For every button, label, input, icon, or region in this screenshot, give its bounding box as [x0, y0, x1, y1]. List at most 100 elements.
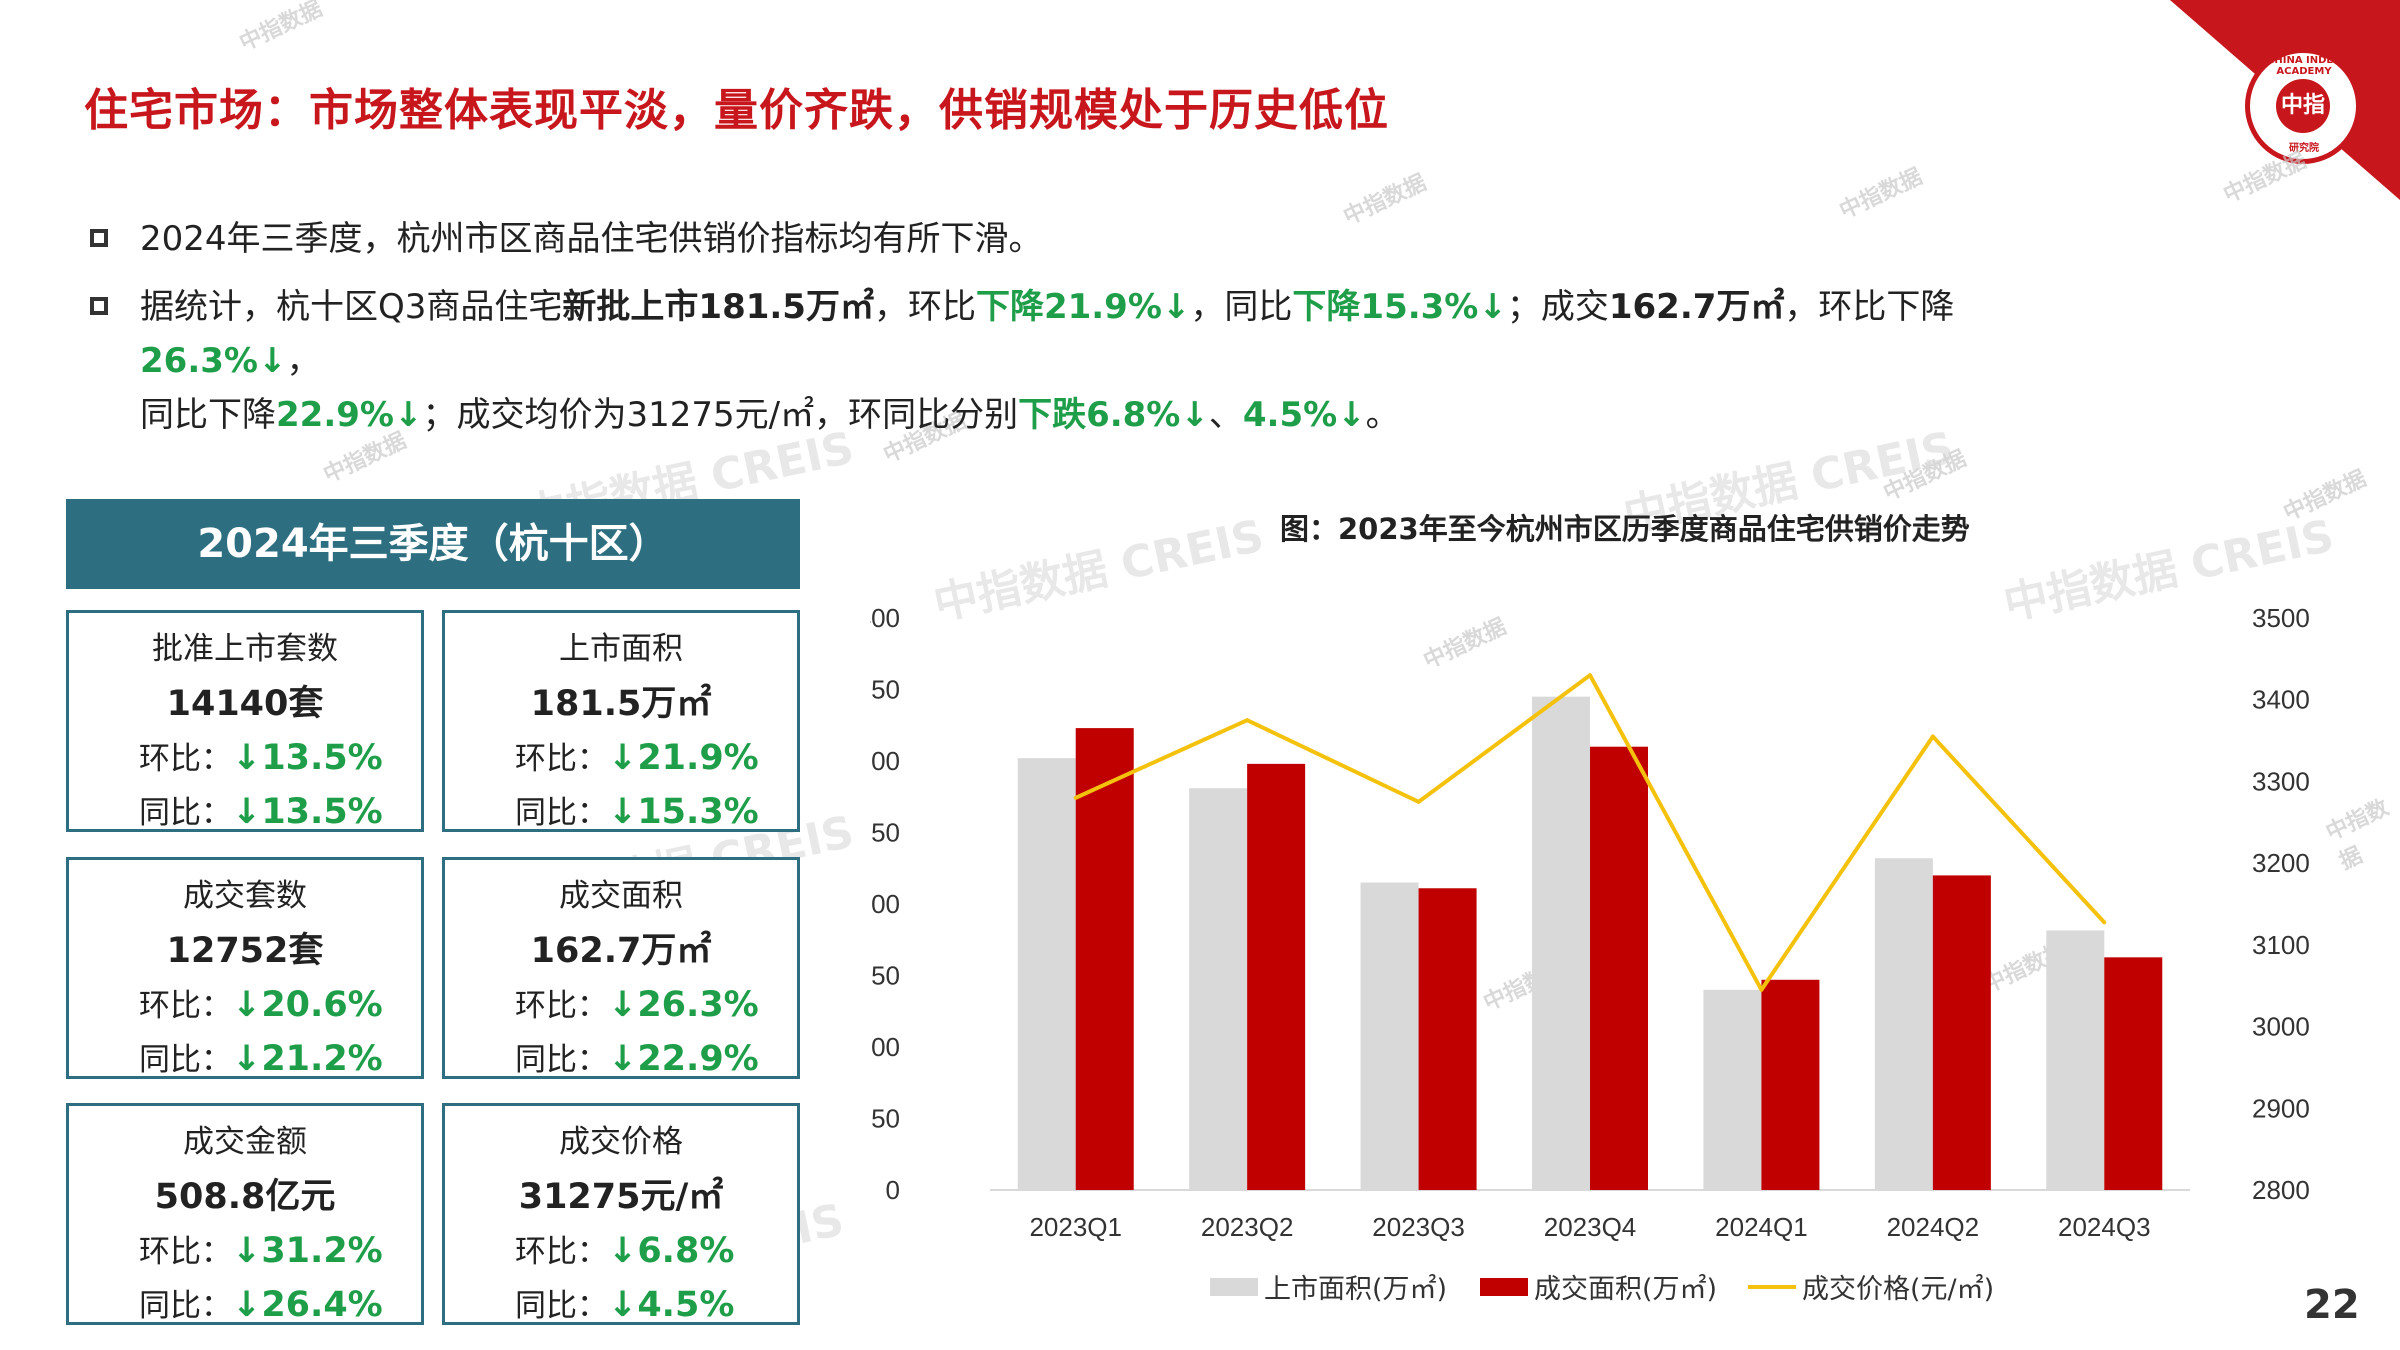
kpi-yoy-label: 同比：: [515, 795, 608, 831]
kpi-mom-label: 环比：: [515, 988, 608, 1024]
kpi-mom-value: ↓20.6%: [232, 985, 383, 1025]
y-left-tick-label: 300: [870, 746, 900, 776]
combo-chart: 0 50 100 150 200 250 300 350 400 28000 29000 30000 3…: [870, 603, 2310, 1242]
bullet-text: 。: [1365, 395, 1400, 435]
kpi-value: 508.8亿元: [154, 1177, 336, 1217]
legend-line-icon: [1748, 1284, 1796, 1289]
y-right-tick-label: 34000: [2252, 685, 2310, 715]
kpi-title: 上市面积: [559, 631, 683, 667]
legend-label: 成交面积(万㎡): [1534, 1274, 1718, 1305]
china-index-academy-logo: CHINA INDEX ACADEMY 中指 研究院: [2245, 48, 2361, 164]
kpi-title: 批准上市套数: [152, 631, 338, 667]
kpi-yoy-label: 同比：: [139, 1288, 232, 1324]
kpi-yoy-label: 同比：: [139, 1042, 232, 1078]
checkbox-bullet-icon: [90, 229, 108, 247]
legend-label: 上市面积(万㎡): [1264, 1274, 1448, 1305]
kpi-mom-value: ↓26.3%: [608, 985, 759, 1025]
kpi-value: 14140套: [166, 684, 324, 724]
bullet-highlight: 新批上市181.5万㎡: [562, 287, 874, 327]
price-point: [1759, 987, 1764, 992]
y-right-tick-label: 33000: [2252, 766, 2310, 796]
watermark: 中指数据: [235, 0, 327, 57]
bar-listed-area: [1874, 858, 1933, 1190]
chart-title: 图：2023年至今杭州市区历季度商品住宅供销价走势: [1280, 512, 1970, 546]
kpi-mom-value: ↓6.8%: [608, 1231, 735, 1271]
x-tick-label: 2024Q3: [2058, 1212, 2151, 1242]
kpi-mom-label: 环比：: [515, 741, 608, 777]
bullet-green: 下降15.3%↓: [1292, 287, 1507, 327]
bar-transacted-area: [1932, 875, 1991, 1190]
kpi-yoy-value: ↓22.9%: [608, 1039, 759, 1079]
bullet-text: 同比下降: [140, 395, 276, 435]
kpi-mom-label: 环比：: [139, 1234, 232, 1270]
logo-ring-bottom-text: 研究院: [2289, 143, 2319, 154]
logo-ring-text: CHINA INDEX ACADEMY: [2267, 55, 2341, 77]
y-left-tick-label: 100: [870, 1032, 900, 1062]
y-left-tick-label: 150: [870, 961, 900, 991]
bar-listed-area: [1189, 788, 1248, 1190]
bullet-green: 4.5%↓: [1242, 395, 1366, 435]
kpi-mom-label: 环比：: [139, 988, 232, 1024]
logo-center-text: 中指: [2276, 79, 2330, 133]
bar-listed-area: [1017, 758, 1076, 1190]
kpi-card: 成交套数 12752套 环比：↓20.6% 同比：↓21.2%: [66, 857, 424, 1079]
bullet-item: 2024年三季度，杭州市区商品住宅供销价指标均有所下滑。: [84, 212, 2084, 266]
legend-label: 成交价格(元/㎡): [1802, 1274, 1995, 1305]
bar-transacted-area: [1590, 746, 1648, 1190]
x-tick-label: 2024Q1: [1715, 1212, 1808, 1242]
kpi-yoy-row: 同比：↓4.5%: [515, 1280, 734, 1325]
bullet-text: ；成交均价为31275元/㎡，环同比分别: [422, 395, 1019, 435]
bullet-green: 下降21.9%↓: [975, 287, 1191, 327]
bar-listed-area: [2046, 930, 2105, 1190]
kpi-yoy-value: ↓21.2%: [232, 1039, 383, 1079]
x-tick-label: 2023Q3: [1372, 1212, 1465, 1242]
bar-transacted-area: [2104, 957, 2163, 1190]
bar-listed-area: [1532, 696, 1590, 1190]
bar-listed-area: [1703, 989, 1762, 1190]
kpi-card: 批准上市套数 14140套 环比：↓13.5% 同比：↓13.5%: [66, 610, 424, 832]
kpi-yoy-label: 同比：: [139, 795, 232, 831]
kpi-card: 成交金额 508.8亿元 环比：↓31.2% 同比：↓26.4%: [66, 1103, 424, 1325]
price-point: [2102, 920, 2107, 925]
price-point: [1588, 673, 1592, 678]
kpi-value: 181.5万㎡: [530, 684, 712, 724]
bar-transacted-area: [1247, 763, 1306, 1190]
bar-transacted-area: [1075, 728, 1134, 1190]
kpi-yoy-value: ↓13.5%: [232, 792, 383, 832]
legend-item: 成交价格(元/㎡): [1748, 1267, 1994, 1306]
price-point: [1930, 734, 1935, 739]
x-tick-label: 2023Q2: [1201, 1212, 1294, 1242]
kpi-mom-row: 环比：↓31.2%: [139, 1226, 383, 1271]
kpi-mom-row: 环比：↓13.5%: [139, 733, 383, 778]
kpi-mom-row: 环比：↓20.6%: [139, 980, 383, 1025]
bullet-text: ，环比: [873, 287, 976, 327]
kpi-mom-value: ↓21.9%: [608, 738, 759, 778]
bullet-text: ，: [286, 341, 321, 381]
y-left-tick-label: 50: [871, 1104, 900, 1134]
kpi-mom-row: 环比：↓21.9%: [515, 733, 759, 778]
kpi-title: 成交套数: [183, 878, 307, 914]
kpi-yoy-row: 同比：↓13.5%: [139, 787, 383, 832]
kpi-yoy-label: 同比：: [515, 1288, 608, 1324]
kpi-mom-value: ↓31.2%: [232, 1231, 383, 1271]
page-number: 22: [2304, 1282, 2360, 1328]
summary-bullets: 2024年三季度，杭州市区商品住宅供销价指标均有所下滑。 据统计，杭十区Q3商品…: [84, 212, 2084, 442]
bar-transacted-area: [1418, 888, 1477, 1190]
y-right-tick-label: 28000: [2252, 1175, 2310, 1205]
legend-item: 上市面积(万㎡): [1210, 1267, 1447, 1306]
kpi-yoy-row: 同比：↓22.9%: [515, 1034, 759, 1079]
kpi-value: 12752套: [166, 931, 324, 971]
page-title: 住宅市场：市场整体表现平淡，量价齐跌，供销规模处于历史低位: [84, 85, 1389, 136]
price-point: [1416, 799, 1421, 804]
kpi-title: 成交面积: [559, 878, 683, 914]
kpi-title: 成交价格: [559, 1124, 683, 1160]
y-right-tick-label: 32000: [2252, 848, 2310, 878]
kpi-value: 162.7万㎡: [530, 931, 712, 971]
price-point: [1073, 795, 1078, 800]
y-left-tick-label: 350: [870, 675, 900, 705]
bullet-text: ，同比: [1190, 287, 1293, 327]
legend-item: 成交面积(万㎡): [1480, 1267, 1717, 1306]
legend-swatch-icon: [1210, 1277, 1258, 1296]
x-tick-label: 2023Q1: [1029, 1212, 1122, 1242]
x-tick-label: 2023Q4: [1544, 1212, 1637, 1242]
